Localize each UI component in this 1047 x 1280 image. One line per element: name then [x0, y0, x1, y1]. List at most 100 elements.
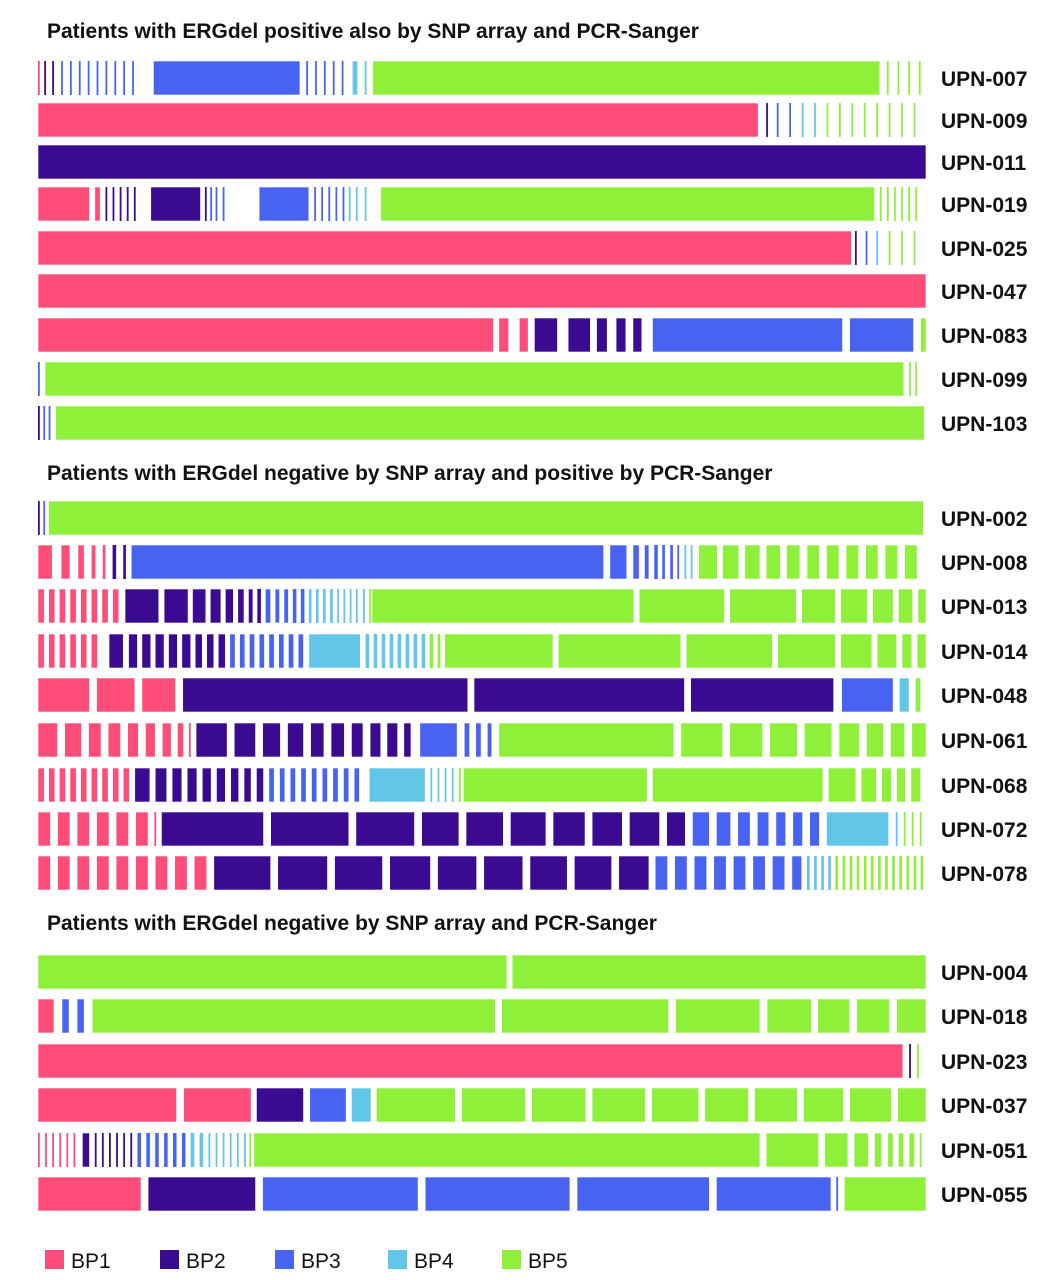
segment-bp5 [913, 231, 916, 265]
segment-bp5 [901, 187, 903, 221]
segment-bp3 [43, 501, 46, 535]
segment-bp2 [154, 767, 168, 803]
segment-bp3 [353, 767, 360, 803]
segment-bp5 [817, 998, 850, 1034]
segment-bp5 [917, 588, 927, 624]
segment-bp4 [801, 103, 804, 137]
segment-bp5 [722, 544, 739, 580]
segment-bp2 [632, 317, 643, 353]
segment-bp1 [154, 855, 168, 891]
segment-bp5 [886, 61, 889, 95]
segment-bp2 [615, 317, 627, 353]
segment-bp1 [37, 811, 51, 847]
segment-bp4 [208, 1133, 211, 1167]
segment-bp1 [80, 633, 88, 669]
segment-bp2 [243, 767, 252, 803]
segment-bp5 [444, 633, 554, 669]
segment-bp2 [141, 633, 152, 669]
segment-bp5 [853, 1132, 869, 1168]
segment-bp3 [609, 544, 628, 580]
segment-bp1 [141, 677, 176, 713]
segment-bp1 [107, 722, 121, 758]
segment-bp2 [389, 855, 431, 891]
segment-bp1 [162, 722, 172, 758]
segment-bp1 [77, 544, 85, 580]
segment-bp2 [105, 187, 108, 221]
patient-row: UPN-048 [37, 677, 1028, 713]
segment-bp3 [791, 855, 802, 891]
segment-bp4 [365, 634, 370, 668]
segment-bp1 [115, 811, 129, 847]
patient-row: UPN-099 [38, 361, 1027, 397]
segment-bp3 [268, 633, 275, 669]
segment-bp2 [182, 677, 469, 713]
segment-bp5 [908, 1132, 915, 1168]
segment-bp4 [355, 187, 358, 221]
patient-group: Patients with ERGdel positive also by SN… [37, 20, 1028, 441]
patient-label: UPN-008 [941, 552, 1028, 575]
legend-item-bp4: BP4 [388, 1250, 454, 1273]
segment-bp1 [37, 677, 90, 713]
segment-bp2 [37, 144, 927, 180]
segment-bp5 [874, 1132, 882, 1168]
segment-bp1 [38, 61, 40, 95]
segment-bp5 [913, 856, 917, 890]
patient-row: UPN-007 [38, 60, 1027, 96]
segment-bp3 [644, 544, 650, 580]
legend-label: BP1 [71, 1250, 111, 1273]
segment-bp3 [210, 187, 213, 221]
segment-bp4 [330, 589, 333, 623]
segment-bp5 [915, 187, 918, 221]
segment-bp4 [363, 589, 365, 623]
segment-bp1 [37, 273, 927, 309]
segment-bp4 [421, 634, 426, 668]
segment-bp1 [45, 1133, 47, 1167]
segment-bp4 [364, 61, 367, 95]
segment-bp2 [192, 588, 207, 624]
segment-bp3 [215, 187, 218, 221]
segment-bp3 [279, 767, 286, 803]
segment-bp3 [146, 1133, 150, 1167]
segment-bp5 [915, 677, 921, 713]
segment-bp1 [90, 544, 97, 580]
segment-bp1 [37, 633, 45, 669]
segment-bp5 [48, 500, 924, 536]
segment-bp2 [666, 811, 686, 847]
segment-bp3 [841, 677, 894, 713]
segment-bp5 [55, 405, 925, 441]
segment-bp5 [777, 633, 836, 669]
segment-bp1 [60, 544, 71, 580]
segment-bp2 [483, 855, 524, 891]
segment-bp3 [323, 61, 326, 95]
segment-bp1 [59, 633, 66, 669]
segment-bp2 [126, 187, 129, 221]
patient-row: UPN-011 [37, 144, 1027, 180]
segment-bp4 [337, 589, 340, 623]
segment-bp5 [766, 998, 812, 1034]
segment-bp1 [37, 1176, 142, 1212]
segment-bp3 [732, 855, 747, 891]
segment-bp5 [675, 998, 761, 1034]
segment-bp5 [91, 998, 496, 1034]
segment-bp3 [662, 545, 665, 579]
patient-label: UPN-007 [941, 68, 1027, 91]
segment-bp3 [61, 61, 63, 95]
segment-bp3 [632, 544, 640, 580]
segment-bp3 [321, 187, 324, 221]
segment-bp5 [806, 544, 820, 580]
segment-bp3 [239, 633, 246, 669]
segment-bp5 [680, 722, 723, 758]
segment-bp3 [123, 61, 126, 95]
segment-bp5 [851, 103, 854, 137]
segment-bp5 [849, 1087, 892, 1123]
segment-bp1 [96, 677, 136, 713]
segment-bp5 [458, 768, 461, 802]
segment-bp2 [690, 677, 834, 713]
segment-bp1 [101, 588, 109, 624]
segment-bp5 [915, 362, 918, 396]
segment-bp5 [908, 187, 911, 221]
segment-bp5 [803, 1087, 844, 1123]
segment-bp1 [177, 722, 184, 758]
segment-bp5 [885, 856, 888, 890]
segment-bp5 [881, 767, 892, 803]
